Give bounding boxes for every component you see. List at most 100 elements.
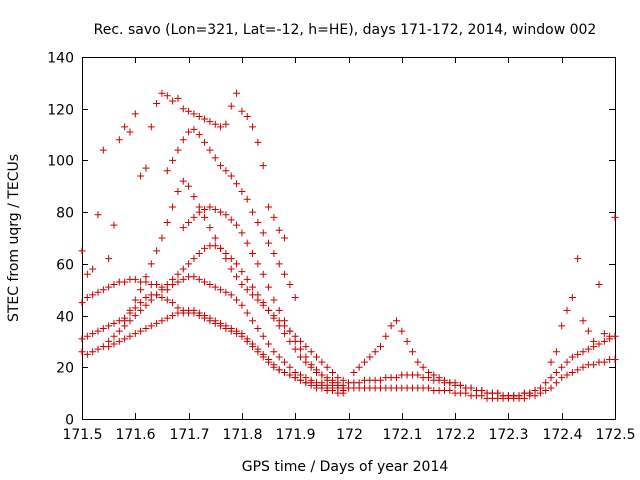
y-tick-label: 0 xyxy=(65,413,74,429)
data-point xyxy=(515,392,523,400)
data-point xyxy=(270,348,278,356)
data-point xyxy=(227,102,235,110)
data-point xyxy=(259,229,267,237)
data-point xyxy=(201,115,209,123)
data-point xyxy=(243,335,251,343)
data-point xyxy=(222,211,230,219)
data-point xyxy=(302,343,310,351)
data-point xyxy=(211,154,219,162)
y-tick-label: 40 xyxy=(56,310,74,326)
data-point xyxy=(254,138,262,146)
data-point xyxy=(313,366,321,374)
data-point xyxy=(238,330,246,338)
data-point xyxy=(334,381,342,389)
data-point xyxy=(190,125,198,133)
data-point xyxy=(360,358,368,366)
data-point xyxy=(297,376,305,384)
data-point xyxy=(281,368,289,376)
data-point xyxy=(147,260,155,268)
data-point xyxy=(249,250,257,258)
data-point xyxy=(238,268,246,276)
data-point xyxy=(227,325,235,332)
data-point xyxy=(270,296,278,304)
data-point xyxy=(89,348,97,356)
data-point xyxy=(568,368,576,376)
data-point xyxy=(217,286,225,294)
data-point xyxy=(574,366,582,374)
data-point xyxy=(99,325,107,332)
data-point xyxy=(126,306,134,314)
data-point xyxy=(147,322,155,330)
data-point xyxy=(329,368,337,376)
data-point xyxy=(174,94,182,102)
data-point xyxy=(595,340,603,348)
data-point xyxy=(233,296,241,304)
data-point xyxy=(174,278,182,286)
data-point xyxy=(595,281,603,289)
data-point xyxy=(254,218,262,226)
data-point xyxy=(440,376,448,384)
data-point xyxy=(195,275,203,283)
data-point xyxy=(243,286,251,294)
data-point xyxy=(590,361,598,369)
data-point xyxy=(137,327,145,335)
data-point xyxy=(217,319,225,327)
data-point xyxy=(270,250,278,258)
x-tick-label: 171.6 xyxy=(115,427,155,443)
data-point xyxy=(153,319,161,327)
data-point xyxy=(238,187,246,195)
data-point xyxy=(579,363,587,371)
data-point xyxy=(195,250,203,258)
data-point xyxy=(558,322,566,330)
data-point xyxy=(142,301,150,309)
data-point xyxy=(201,244,209,252)
data-point xyxy=(414,371,422,379)
data-point xyxy=(174,270,182,278)
data-point xyxy=(211,120,219,128)
data-point xyxy=(281,270,289,278)
data-point xyxy=(131,312,139,320)
data-point xyxy=(153,291,161,299)
data-point xyxy=(275,353,283,361)
data-point xyxy=(131,304,139,312)
data-point xyxy=(227,291,235,299)
x-tick-label: 172.3 xyxy=(488,427,528,443)
data-point xyxy=(94,327,102,335)
data-point xyxy=(243,275,251,283)
data-point xyxy=(275,226,283,234)
data-point xyxy=(137,299,145,307)
data-point xyxy=(574,255,582,263)
data-point xyxy=(270,213,278,221)
data-point xyxy=(185,260,193,268)
data-point xyxy=(531,387,539,395)
data-point xyxy=(419,363,427,371)
data-point xyxy=(600,358,608,366)
data-point xyxy=(526,389,534,397)
data-point xyxy=(579,317,587,325)
data-point xyxy=(195,309,203,317)
data-point xyxy=(392,317,400,325)
data-point xyxy=(563,306,571,314)
data-point xyxy=(169,299,177,307)
data-point xyxy=(494,389,502,397)
data-point xyxy=(281,330,289,338)
data-point xyxy=(169,97,177,105)
data-point xyxy=(169,203,177,211)
data-point xyxy=(222,322,230,330)
data-point xyxy=(179,275,187,283)
data-point xyxy=(265,239,273,247)
data-point xyxy=(190,110,198,118)
data-point xyxy=(222,120,230,128)
data-point xyxy=(83,332,91,340)
data-point xyxy=(169,312,177,320)
data-point xyxy=(291,374,299,382)
data-point xyxy=(382,332,390,340)
x-axis-label: GPS time / Days of year 2014 xyxy=(242,459,449,475)
data-point xyxy=(158,89,166,97)
data-point xyxy=(201,312,209,320)
data-point xyxy=(270,312,278,320)
data-point xyxy=(190,306,198,314)
data-point xyxy=(169,275,177,283)
data-point xyxy=(78,335,86,343)
